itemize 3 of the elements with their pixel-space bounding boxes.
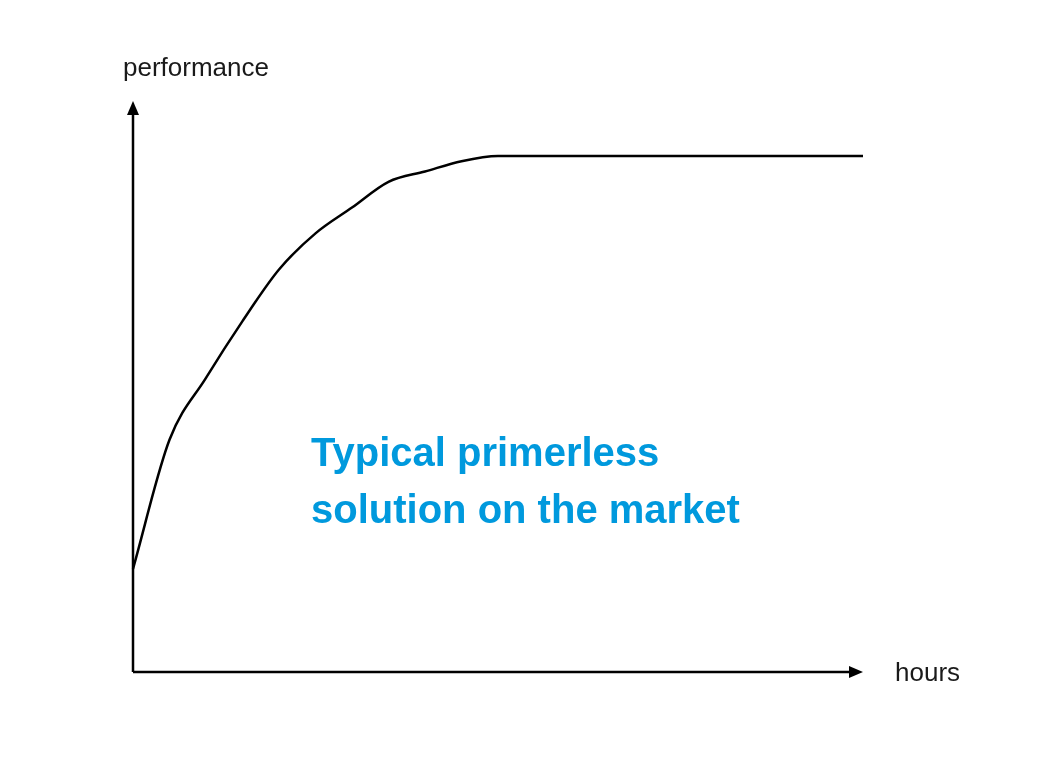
x-axis-title: hours: [895, 657, 961, 688]
y-axis-title: performance: [123, 52, 269, 83]
annotation: Typical primerless solution on the market: [311, 430, 740, 531]
